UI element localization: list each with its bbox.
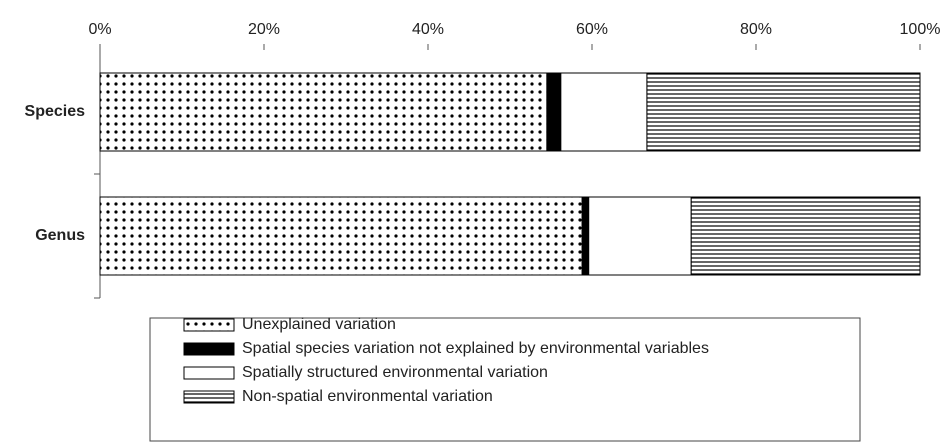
x-tick-label: 80% — [740, 21, 772, 38]
legend-swatch — [183, 366, 235, 380]
bar-segment — [588, 196, 692, 276]
legend-swatch — [183, 318, 235, 332]
x-tick-label: 40% — [412, 21, 444, 38]
x-tick-label: 0% — [88, 21, 111, 38]
legend-label: Spatial species variation not explained … — [242, 340, 709, 357]
category-label: Species — [25, 103, 86, 120]
bar-segment — [690, 196, 921, 276]
bar-segment — [546, 72, 562, 152]
bar-segment — [646, 72, 921, 152]
legend-label: Unexplained variation — [242, 316, 396, 333]
bar-segment — [581, 196, 590, 276]
legend-box — [149, 317, 861, 442]
legend-label: Non-spatial environmental variation — [242, 388, 493, 405]
x-tick-label: 60% — [576, 21, 608, 38]
bar-segment — [99, 196, 583, 276]
x-tick-label: 100% — [900, 21, 941, 38]
x-tick-label: 20% — [248, 21, 280, 38]
legend-swatch — [183, 390, 235, 404]
bar-segment — [99, 72, 548, 152]
legend-swatch — [183, 342, 235, 356]
category-label: Genus — [35, 227, 85, 244]
bar-segment — [560, 72, 648, 152]
legend-label: Spatially structured environmental varia… — [242, 364, 548, 381]
